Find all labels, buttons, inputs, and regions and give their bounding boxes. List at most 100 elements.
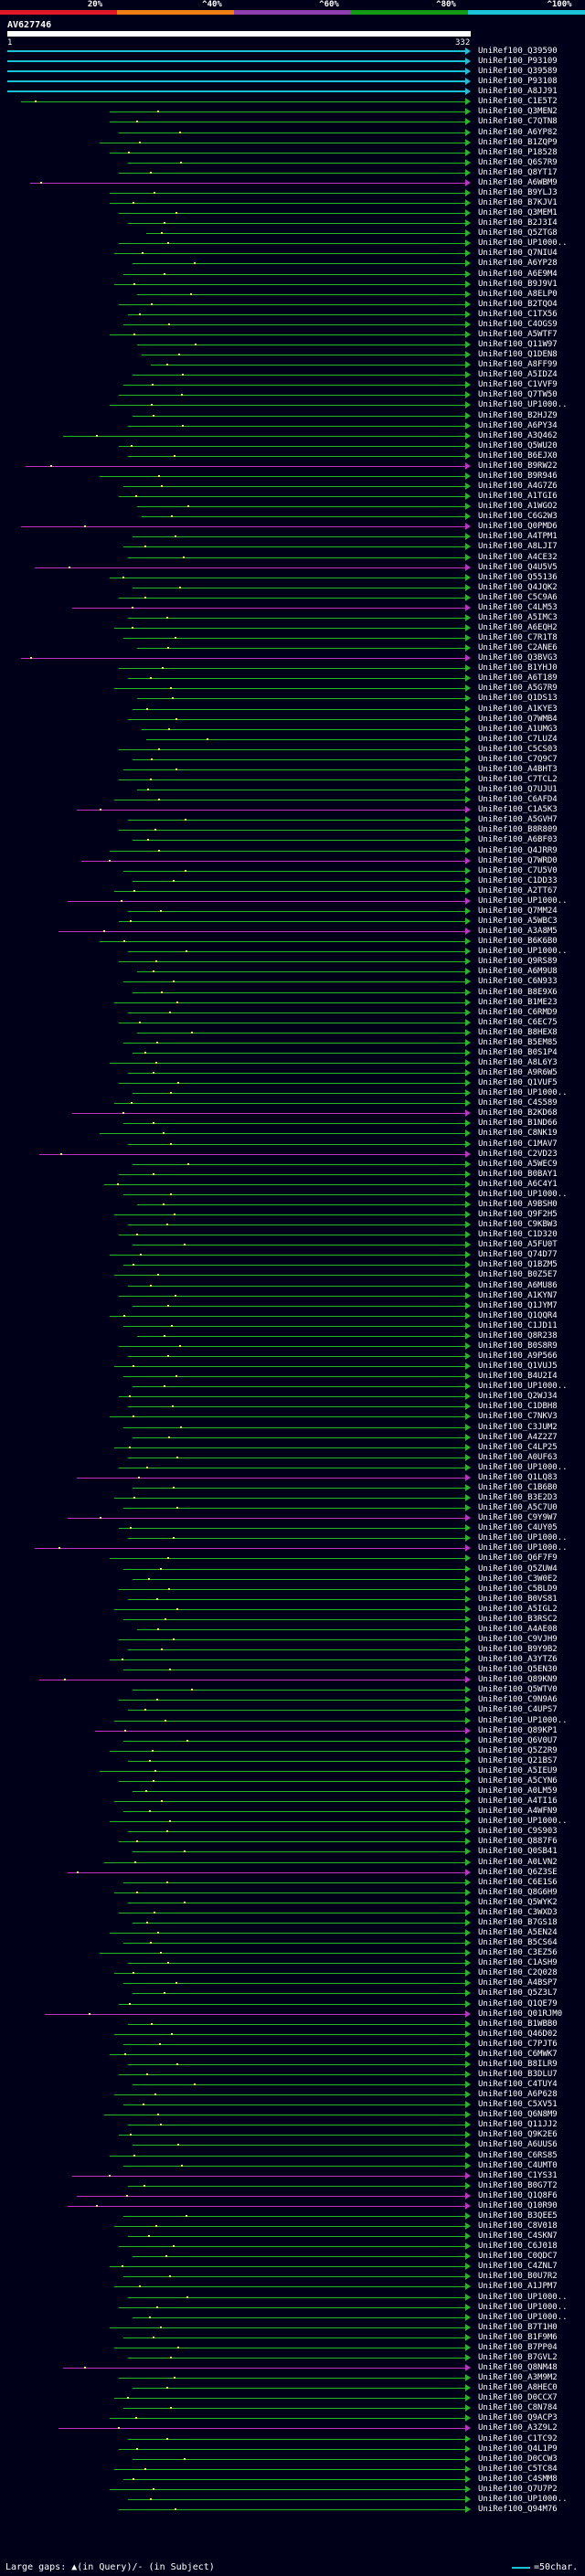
hit-label-link[interactable]: UniRef100_B0U7R2 — [478, 2272, 558, 2281]
hit-row[interactable]: UniRef100_C4UY05 — [0, 1523, 585, 1533]
hit-label-link[interactable]: UniRef100_C1D320 — [478, 1230, 558, 1239]
hit-row[interactable]: UniRef100_C3W0E2 — [0, 1574, 585, 1585]
hit-row[interactable]: UniRef100_B0VS81 — [0, 1595, 585, 1605]
hit-row[interactable]: UniRef100_C7PJT6 — [0, 2040, 585, 2050]
hit-label-link[interactable]: UniRef100_B3RSC2 — [478, 1615, 558, 1624]
hit-row[interactable]: UniRef100_A3A8M5 — [0, 927, 585, 937]
hit-label-link[interactable]: UniRef100_A5WTF7 — [478, 330, 558, 339]
hit-row[interactable]: UniRef100_A4TPM1 — [0, 532, 585, 542]
hit-label-link[interactable]: UniRef100_B1YHJ0 — [478, 663, 558, 673]
hit-label-link[interactable]: UniRef100_B1ND66 — [478, 1118, 558, 1128]
hit-row[interactable]: UniRef100_Q8R238 — [0, 1331, 585, 1341]
hit-row[interactable]: UniRef100_Q1VUF5 — [0, 1078, 585, 1088]
hit-label-link[interactable]: UniRef100_A6EQH2 — [478, 623, 558, 632]
hit-row[interactable]: UniRef100_C3JUM2 — [0, 1423, 585, 1433]
hit-label-link[interactable]: UniRef100_P18528 — [478, 148, 558, 157]
hit-row[interactable]: UniRef100_UP1000.. — [0, 400, 585, 410]
hit-row[interactable]: UniRef100_C7TCL2 — [0, 775, 585, 785]
hit-row[interactable]: UniRef100_B5EM85 — [0, 1038, 585, 1048]
hit-label-link[interactable]: UniRef100_Q5EN30 — [478, 1665, 558, 1674]
hit-label-link[interactable]: UniRef100_C1YS31 — [478, 2171, 558, 2180]
hit-row[interactable]: UniRef100_C1VVF9 — [0, 380, 585, 390]
hit-row[interactable]: UniRef100_D0CCX7 — [0, 2393, 585, 2403]
hit-row[interactable]: UniRef100_Q9F2H5 — [0, 1210, 585, 1220]
hit-label-link[interactable]: UniRef100_B1ME23 — [478, 998, 558, 1007]
hit-row[interactable]: UniRef100_C9S903 — [0, 1827, 585, 1837]
hit-row[interactable]: UniRef100_B0U7R2 — [0, 2272, 585, 2282]
hit-label-link[interactable]: UniRef100_Q6N8M9 — [478, 2110, 558, 2119]
hit-row[interactable]: UniRef100_P93109 — [0, 57, 585, 67]
hit-row[interactable]: UniRef100_B8R809 — [0, 825, 585, 835]
hit-row[interactable]: UniRef100_Q6Z3SE — [0, 1868, 585, 1878]
hit-label-link[interactable]: UniRef100_C2ANE6 — [478, 643, 558, 652]
hit-row[interactable]: UniRef100_Q89KN9 — [0, 1675, 585, 1685]
hit-label-link[interactable]: UniRef100_Q5ZUW4 — [478, 1564, 558, 1574]
hit-label-link[interactable]: UniRef100_A6MU86 — [478, 1281, 558, 1290]
hit-row[interactable]: UniRef100_Q10R90 — [0, 2201, 585, 2211]
hit-label-link[interactable]: UniRef100_B7GS18 — [478, 1918, 558, 1927]
hit-label-link[interactable]: UniRef100_A5FU0T — [478, 1240, 558, 1249]
hit-row[interactable]: UniRef100_B7PP04 — [0, 2343, 585, 2353]
hit-label-link[interactable]: UniRef100_Q4U5V5 — [478, 563, 558, 572]
hit-label-link[interactable]: UniRef100_A0LM59 — [478, 1786, 558, 1796]
hit-label-link[interactable]: UniRef100_P93108 — [478, 77, 558, 86]
hit-label-link[interactable]: UniRef100_C6J018 — [478, 2242, 558, 2251]
hit-label-link[interactable]: UniRef100_Q5ZTG8 — [478, 228, 558, 238]
hit-row[interactable]: UniRef100_A6PY34 — [0, 421, 585, 431]
hit-row[interactable]: UniRef100_A1KYE3 — [0, 705, 585, 715]
hit-row[interactable]: UniRef100_C6J018 — [0, 2242, 585, 2252]
hit-label-link[interactable]: UniRef100_Q4L1P9 — [478, 2444, 558, 2454]
hit-row[interactable]: UniRef100_B1F9M6 — [0, 2333, 585, 2343]
hit-row[interactable]: UniRef100_C4UPS7 — [0, 1705, 585, 1715]
hit-label-link[interactable]: UniRef100_UP1000.. — [478, 1533, 568, 1542]
hit-row[interactable]: UniRef100_Q7MM24 — [0, 906, 585, 917]
hit-label-link[interactable]: UniRef100_C3WXD3 — [478, 1908, 558, 1917]
hit-label-link[interactable]: UniRef100_C1DD33 — [478, 876, 558, 885]
hit-row[interactable]: UniRef100_C1DD33 — [0, 876, 585, 886]
hit-row[interactable]: UniRef100_Q5Z3L7 — [0, 1988, 585, 1998]
hit-label-link[interactable]: UniRef100_A8L6Y3 — [478, 1058, 558, 1067]
hit-row[interactable]: UniRef100_Q1QQR4 — [0, 1311, 585, 1321]
hit-row[interactable]: UniRef100_A0LVN2 — [0, 1858, 585, 1868]
hit-label-link[interactable]: UniRef100_Q6V0U7 — [478, 1736, 558, 1745]
hit-label-link[interactable]: UniRef100_A3A8M5 — [478, 927, 558, 936]
hit-row[interactable]: UniRef100_A1JPM7 — [0, 2282, 585, 2292]
hit-label-link[interactable]: UniRef100_Q39589 — [478, 67, 558, 76]
hit-row[interactable]: UniRef100_Q5WYK2 — [0, 1898, 585, 1908]
hit-label-link[interactable]: UniRef100_Q11JJ2 — [478, 2120, 558, 2129]
hit-label-link[interactable]: UniRef100_C3JUM2 — [478, 1423, 558, 1432]
hit-label-link[interactable]: UniRef100_A5IEU9 — [478, 1766, 558, 1776]
hit-label-link[interactable]: UniRef100_C4UMT0 — [478, 2161, 558, 2170]
hit-row[interactable]: UniRef100_C5C9A6 — [0, 593, 585, 603]
hit-label-link[interactable]: UniRef100_A6C4Y1 — [478, 1180, 558, 1189]
hit-label-link[interactable]: UniRef100_C6E1S6 — [478, 1878, 558, 1887]
hit-row[interactable]: UniRef100_C1MAV7 — [0, 1140, 585, 1150]
hit-label-link[interactable]: UniRef100_C1A5K3 — [478, 805, 558, 814]
hit-label-link[interactable]: UniRef100_A1JPM7 — [478, 2282, 558, 2291]
hit-row[interactable]: UniRef100_B8HEX8 — [0, 1028, 585, 1038]
hit-label-link[interactable]: UniRef100_A1WGO2 — [478, 502, 558, 511]
hit-label-link[interactable]: UniRef100_Q1QQR4 — [478, 1311, 558, 1320]
hit-label-link[interactable]: UniRef100_D0CCW3 — [478, 2454, 558, 2464]
hit-label-link[interactable]: UniRef100_Q74D77 — [478, 1250, 558, 1259]
hit-row[interactable]: UniRef100_UP1000.. — [0, 2303, 585, 2313]
hit-row[interactable]: UniRef100_A5IMC3 — [0, 613, 585, 623]
hit-row[interactable]: UniRef100_B0S8R9 — [0, 1341, 585, 1352]
hit-row[interactable]: UniRef100_Q9RS89 — [0, 957, 585, 967]
hit-row[interactable]: UniRef100_A4TI16 — [0, 1797, 585, 1807]
hit-row[interactable]: UniRef100_Q8G6H9 — [0, 1888, 585, 1898]
hit-row[interactable]: UniRef100_A8LJI7 — [0, 542, 585, 552]
hit-row[interactable]: UniRef100_UP1000.. — [0, 896, 585, 906]
hit-label-link[interactable]: UniRef100_Q89KN9 — [478, 1675, 558, 1684]
hit-label-link[interactable]: UniRef100_D0CCX7 — [478, 2393, 558, 2402]
hit-row[interactable]: UniRef100_UP1000.. — [0, 947, 585, 957]
hit-row[interactable]: UniRef100_Q2WJ34 — [0, 1392, 585, 1402]
hit-row[interactable]: UniRef100_Q5ZUW4 — [0, 1564, 585, 1574]
hit-label-link[interactable]: UniRef100_A6YP82 — [478, 128, 558, 137]
hit-row[interactable]: UniRef100_Q9ACP3 — [0, 2413, 585, 2423]
hit-row[interactable]: UniRef100_B6EJX0 — [0, 451, 585, 461]
hit-label-link[interactable]: UniRef100_A4TI16 — [478, 1797, 558, 1806]
hit-label-link[interactable]: UniRef100_C8NK19 — [478, 1129, 558, 1138]
hit-row[interactable]: UniRef100_C9Y9W7 — [0, 1513, 585, 1523]
hit-row[interactable]: UniRef100_A6WBM9 — [0, 178, 585, 188]
